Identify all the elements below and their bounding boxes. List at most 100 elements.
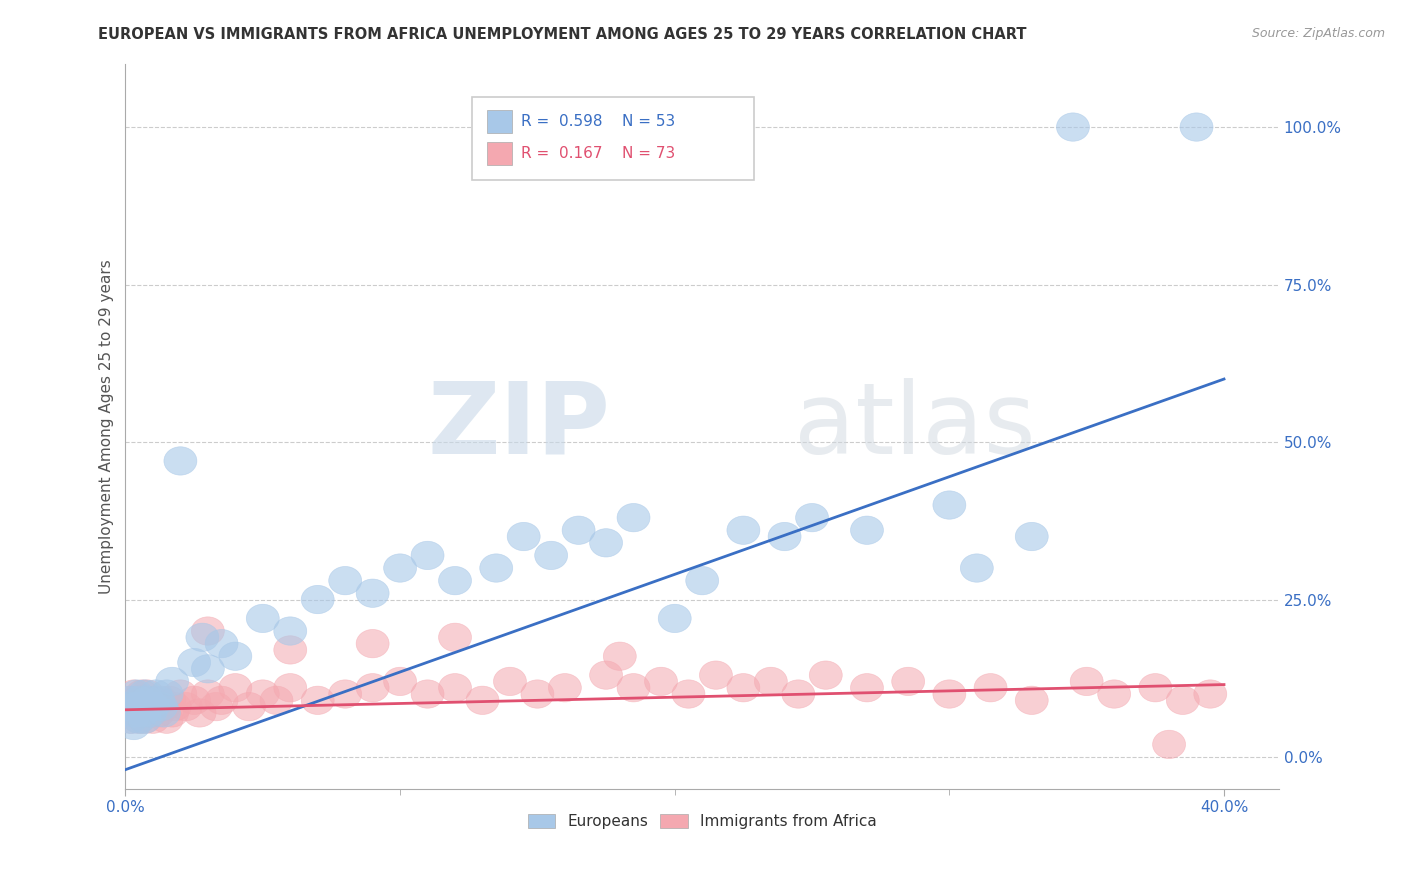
Ellipse shape xyxy=(122,705,156,733)
Ellipse shape xyxy=(768,523,801,550)
Ellipse shape xyxy=(522,680,554,708)
Ellipse shape xyxy=(120,680,153,708)
Ellipse shape xyxy=(891,667,925,696)
Ellipse shape xyxy=(658,604,692,632)
Ellipse shape xyxy=(114,705,148,733)
Ellipse shape xyxy=(246,604,280,632)
Ellipse shape xyxy=(125,680,159,708)
Ellipse shape xyxy=(260,686,292,714)
Ellipse shape xyxy=(128,705,162,733)
Ellipse shape xyxy=(120,692,153,721)
Ellipse shape xyxy=(810,661,842,690)
Ellipse shape xyxy=(122,692,156,721)
Ellipse shape xyxy=(274,673,307,702)
Ellipse shape xyxy=(145,686,177,714)
Text: R =  0.598    N = 53: R = 0.598 N = 53 xyxy=(522,114,675,128)
Ellipse shape xyxy=(1098,680,1130,708)
Ellipse shape xyxy=(411,541,444,570)
Ellipse shape xyxy=(136,692,169,721)
Ellipse shape xyxy=(617,503,650,532)
Ellipse shape xyxy=(120,698,153,727)
Ellipse shape xyxy=(274,636,307,665)
Ellipse shape xyxy=(131,692,165,721)
Ellipse shape xyxy=(128,705,162,733)
Ellipse shape xyxy=(186,624,219,651)
Ellipse shape xyxy=(114,705,148,733)
Ellipse shape xyxy=(150,680,183,708)
Ellipse shape xyxy=(183,698,217,727)
Text: ZIP: ZIP xyxy=(427,378,610,475)
Ellipse shape xyxy=(384,667,416,696)
Ellipse shape xyxy=(508,523,540,550)
Ellipse shape xyxy=(356,630,389,657)
Ellipse shape xyxy=(131,680,165,708)
Ellipse shape xyxy=(191,655,225,683)
Ellipse shape xyxy=(960,554,993,582)
Ellipse shape xyxy=(548,673,581,702)
Text: R =  0.167    N = 73: R = 0.167 N = 73 xyxy=(522,146,675,161)
Ellipse shape xyxy=(219,642,252,671)
Ellipse shape xyxy=(699,661,733,690)
Ellipse shape xyxy=(439,566,471,595)
Bar xyxy=(486,143,512,166)
Ellipse shape xyxy=(562,516,595,544)
Ellipse shape xyxy=(589,529,623,557)
Ellipse shape xyxy=(145,692,177,721)
Ellipse shape xyxy=(200,692,232,721)
Text: Source: ZipAtlas.com: Source: ZipAtlas.com xyxy=(1251,27,1385,40)
Ellipse shape xyxy=(139,680,172,708)
Ellipse shape xyxy=(177,686,211,714)
Ellipse shape xyxy=(191,617,225,645)
Ellipse shape xyxy=(232,692,266,721)
Ellipse shape xyxy=(205,630,238,657)
Ellipse shape xyxy=(494,667,526,696)
Text: atlas: atlas xyxy=(794,378,1036,475)
Ellipse shape xyxy=(851,673,883,702)
Bar xyxy=(486,110,512,133)
Ellipse shape xyxy=(1167,686,1199,714)
Ellipse shape xyxy=(148,692,180,721)
Ellipse shape xyxy=(411,680,444,708)
Ellipse shape xyxy=(125,698,159,727)
Ellipse shape xyxy=(125,698,159,727)
Ellipse shape xyxy=(122,686,156,714)
Ellipse shape xyxy=(131,686,165,714)
Ellipse shape xyxy=(934,680,966,708)
Ellipse shape xyxy=(356,579,389,607)
Ellipse shape xyxy=(974,673,1007,702)
Ellipse shape xyxy=(142,698,174,727)
Ellipse shape xyxy=(114,686,148,714)
Ellipse shape xyxy=(117,680,150,708)
Ellipse shape xyxy=(851,516,883,544)
Legend: Europeans, Immigrants from Africa: Europeans, Immigrants from Africa xyxy=(522,808,883,835)
Ellipse shape xyxy=(128,680,162,708)
Ellipse shape xyxy=(139,692,172,721)
Ellipse shape xyxy=(111,698,145,727)
Ellipse shape xyxy=(153,686,186,714)
Ellipse shape xyxy=(134,698,167,727)
Ellipse shape xyxy=(727,516,759,544)
Ellipse shape xyxy=(165,447,197,475)
Ellipse shape xyxy=(439,624,471,651)
Ellipse shape xyxy=(1139,673,1171,702)
Ellipse shape xyxy=(356,673,389,702)
Ellipse shape xyxy=(589,661,623,690)
Ellipse shape xyxy=(246,680,280,708)
Ellipse shape xyxy=(125,692,159,721)
Ellipse shape xyxy=(301,686,335,714)
Ellipse shape xyxy=(644,667,678,696)
Ellipse shape xyxy=(148,698,180,727)
Ellipse shape xyxy=(136,686,169,714)
Ellipse shape xyxy=(603,642,637,671)
Ellipse shape xyxy=(934,491,966,519)
Ellipse shape xyxy=(156,698,188,727)
Ellipse shape xyxy=(120,686,153,714)
Ellipse shape xyxy=(1015,686,1049,714)
Ellipse shape xyxy=(134,698,167,727)
Ellipse shape xyxy=(177,648,211,677)
Ellipse shape xyxy=(117,711,150,739)
Ellipse shape xyxy=(384,554,416,582)
Y-axis label: Unemployment Among Ages 25 to 29 years: Unemployment Among Ages 25 to 29 years xyxy=(100,259,114,594)
Ellipse shape xyxy=(329,566,361,595)
Ellipse shape xyxy=(142,686,174,714)
